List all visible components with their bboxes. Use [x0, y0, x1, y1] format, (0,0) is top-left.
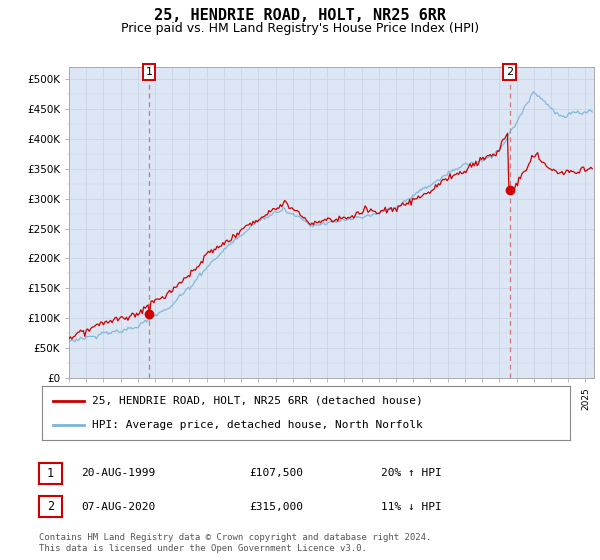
Text: HPI: Average price, detached house, North Norfolk: HPI: Average price, detached house, Nort…: [92, 420, 423, 430]
Text: 25, HENDRIE ROAD, HOLT, NR25 6RR: 25, HENDRIE ROAD, HOLT, NR25 6RR: [154, 8, 446, 24]
Text: 25, HENDRIE ROAD, HOLT, NR25 6RR (detached house): 25, HENDRIE ROAD, HOLT, NR25 6RR (detach…: [92, 396, 423, 406]
Text: 1: 1: [47, 466, 54, 480]
Text: Contains HM Land Registry data © Crown copyright and database right 2024.
This d: Contains HM Land Registry data © Crown c…: [39, 533, 431, 553]
Text: 07-AUG-2020: 07-AUG-2020: [81, 502, 155, 512]
Text: £315,000: £315,000: [249, 502, 303, 512]
Text: 20-AUG-1999: 20-AUG-1999: [81, 468, 155, 478]
Text: 20% ↑ HPI: 20% ↑ HPI: [381, 468, 442, 478]
Text: 11% ↓ HPI: 11% ↓ HPI: [381, 502, 442, 512]
Text: 1: 1: [145, 67, 152, 77]
Text: £107,500: £107,500: [249, 468, 303, 478]
Text: 2: 2: [506, 67, 513, 77]
Text: Price paid vs. HM Land Registry's House Price Index (HPI): Price paid vs. HM Land Registry's House …: [121, 22, 479, 35]
Text: 2: 2: [47, 500, 54, 514]
